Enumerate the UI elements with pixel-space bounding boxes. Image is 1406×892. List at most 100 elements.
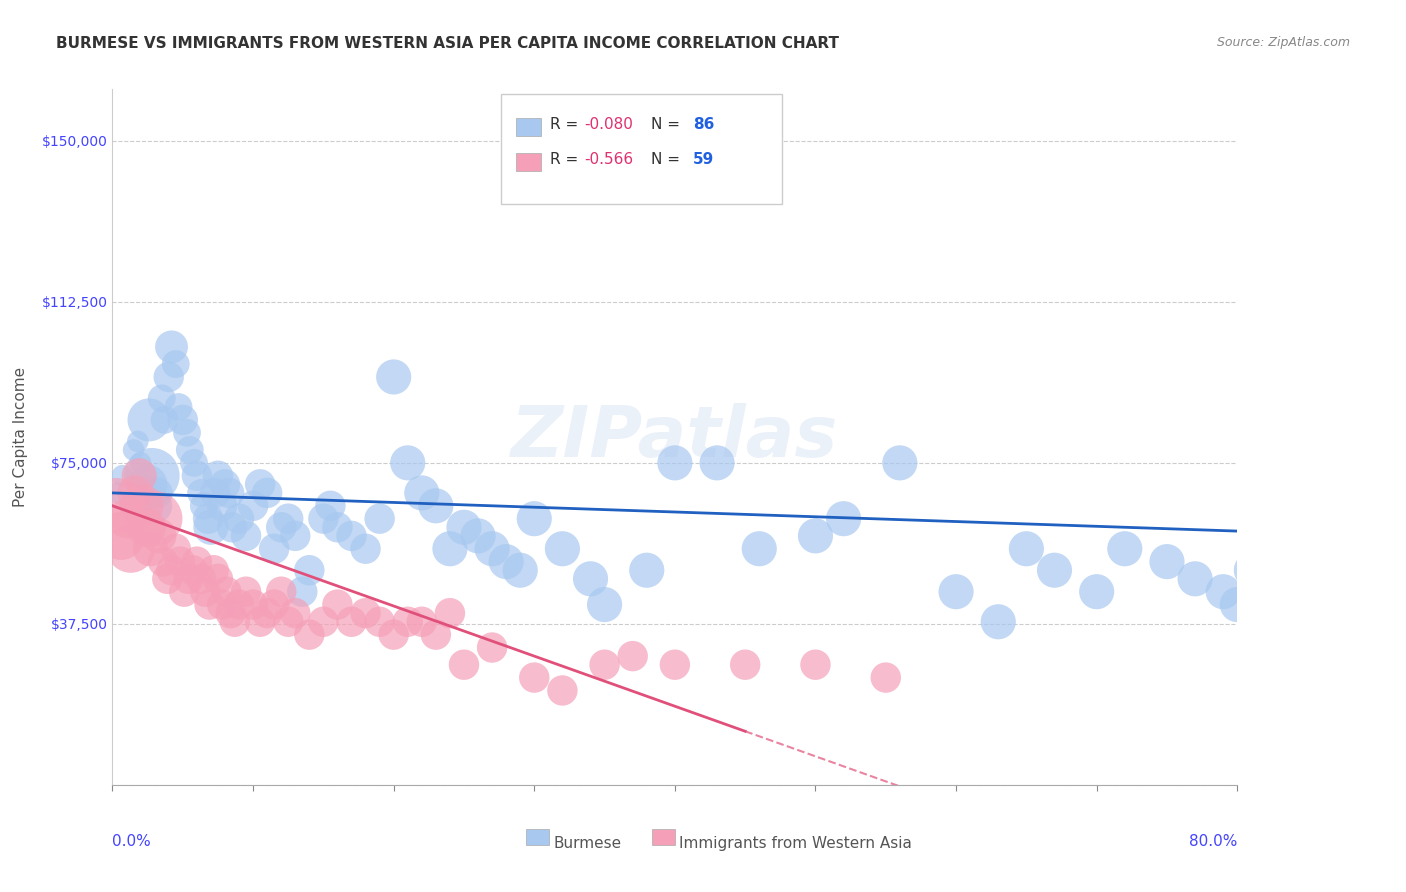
- Point: [382, 627, 405, 641]
- Point: [179, 442, 201, 457]
- Point: [495, 555, 517, 569]
- Point: [263, 598, 285, 612]
- Point: [340, 529, 363, 543]
- Point: [523, 511, 546, 525]
- Point: [190, 572, 212, 586]
- FancyBboxPatch shape: [501, 94, 782, 204]
- Point: [242, 598, 264, 612]
- Point: [138, 413, 160, 427]
- Point: [551, 541, 574, 556]
- Point: [1310, 615, 1333, 629]
- Point: [110, 529, 132, 543]
- Text: -0.566: -0.566: [583, 152, 633, 167]
- Text: N =: N =: [651, 152, 685, 167]
- Point: [136, 477, 159, 491]
- Text: 59: 59: [693, 152, 714, 167]
- Point: [194, 584, 217, 599]
- Point: [453, 657, 475, 672]
- Point: [165, 357, 187, 371]
- Point: [340, 615, 363, 629]
- Point: [804, 529, 827, 543]
- Text: Source: ZipAtlas.com: Source: ZipAtlas.com: [1216, 36, 1350, 49]
- Text: -0.080: -0.080: [583, 117, 633, 132]
- Point: [124, 486, 146, 500]
- Point: [198, 598, 221, 612]
- Text: N =: N =: [651, 117, 685, 132]
- Point: [270, 584, 292, 599]
- Text: Burmese: Burmese: [554, 837, 621, 852]
- Point: [945, 584, 967, 599]
- Point: [186, 555, 208, 569]
- Point: [143, 511, 166, 525]
- Point: [706, 456, 728, 470]
- Point: [221, 520, 243, 534]
- Point: [1240, 563, 1263, 577]
- Point: [832, 511, 855, 525]
- Point: [218, 486, 240, 500]
- Point: [1043, 563, 1066, 577]
- Point: [249, 615, 271, 629]
- Point: [1085, 584, 1108, 599]
- Point: [368, 511, 391, 525]
- Point: [167, 400, 190, 414]
- Point: [152, 555, 174, 569]
- Point: [1367, 541, 1389, 556]
- Point: [141, 468, 163, 483]
- Point: [354, 541, 377, 556]
- Point: [211, 598, 233, 612]
- Point: [263, 541, 285, 556]
- Point: [270, 520, 292, 534]
- Text: 0.0%: 0.0%: [112, 834, 152, 848]
- Point: [277, 511, 299, 525]
- Text: 86: 86: [693, 117, 714, 132]
- Point: [453, 520, 475, 534]
- Point: [150, 392, 173, 406]
- Point: [165, 541, 187, 556]
- Point: [298, 627, 321, 641]
- Point: [1254, 572, 1277, 586]
- Point: [118, 499, 141, 513]
- Point: [439, 606, 461, 620]
- Point: [467, 529, 489, 543]
- Point: [242, 499, 264, 513]
- Point: [664, 657, 686, 672]
- Point: [181, 563, 204, 577]
- Point: [193, 499, 215, 513]
- Point: [207, 468, 229, 483]
- Point: [368, 615, 391, 629]
- Point: [621, 649, 644, 664]
- Point: [804, 657, 827, 672]
- Point: [987, 615, 1010, 629]
- Point: [207, 572, 229, 586]
- Point: [1212, 584, 1234, 599]
- Point: [160, 340, 183, 354]
- Point: [411, 486, 433, 500]
- Point: [439, 541, 461, 556]
- Point: [291, 584, 314, 599]
- Point: [215, 584, 238, 599]
- Point: [1226, 598, 1249, 612]
- Point: [425, 627, 447, 641]
- Text: Immigrants from Western Asia: Immigrants from Western Asia: [679, 837, 912, 852]
- Bar: [516, 118, 541, 136]
- Point: [157, 370, 180, 384]
- Point: [111, 468, 134, 483]
- Point: [228, 511, 250, 525]
- Point: [481, 640, 503, 655]
- Point: [153, 413, 176, 427]
- Point: [176, 425, 198, 440]
- Point: [115, 511, 138, 525]
- Text: R =: R =: [550, 117, 583, 132]
- Point: [135, 520, 157, 534]
- Point: [204, 486, 226, 500]
- Point: [284, 606, 307, 620]
- Point: [298, 563, 321, 577]
- Point: [127, 434, 149, 449]
- Point: [523, 671, 546, 685]
- Point: [889, 456, 911, 470]
- Point: [593, 598, 616, 612]
- Point: [579, 572, 602, 586]
- Point: [173, 584, 195, 599]
- Point: [593, 657, 616, 672]
- Point: [748, 541, 770, 556]
